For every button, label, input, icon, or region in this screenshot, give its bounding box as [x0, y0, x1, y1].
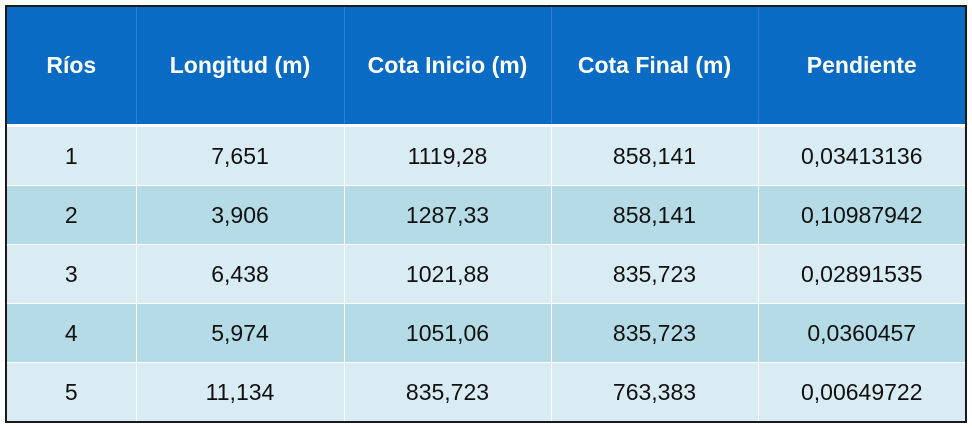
- cell-rio: 4: [7, 303, 136, 363]
- table-header: Ríos Longitud (m) Cota Inicio (m) Cota F…: [7, 7, 965, 127]
- cell-longitud: 5,974: [135, 303, 344, 363]
- cell-pendiente: 0,10987942: [757, 185, 965, 245]
- cell-longitud: 11,134: [135, 362, 344, 421]
- cell-rio: 5: [7, 362, 136, 421]
- cell-pendiente: 0,0360457: [757, 303, 965, 363]
- cell-cota-inicio: 1051,06: [343, 303, 551, 363]
- header-pendiente: Pendiente: [757, 7, 965, 127]
- cell-rio: 2: [7, 185, 136, 245]
- data-table-container: Ríos Longitud (m) Cota Inicio (m) Cota F…: [5, 5, 967, 423]
- cell-cota-inicio: 835,723: [343, 362, 551, 421]
- cell-cota-final: 858,141: [550, 185, 758, 245]
- header-cota-inicio: Cota Inicio (m): [343, 7, 551, 127]
- rivers-table: Ríos Longitud (m) Cota Inicio (m) Cota F…: [7, 7, 965, 421]
- cell-rio: 1: [7, 125, 136, 186]
- cell-cota-final: 858,141: [550, 125, 758, 186]
- cell-rio: 3: [7, 244, 136, 304]
- cell-longitud: 3,906: [135, 185, 344, 245]
- cell-cota-final: 835,723: [550, 303, 758, 363]
- header-longitud: Longitud (m): [135, 7, 344, 127]
- cell-pendiente: 0,00649722: [757, 362, 965, 421]
- header-rios: Ríos: [7, 7, 136, 127]
- header-cota-final: Cota Final (m): [550, 7, 758, 127]
- header-row: Ríos Longitud (m) Cota Inicio (m) Cota F…: [7, 7, 965, 127]
- cell-longitud: 6,438: [135, 244, 344, 304]
- cell-pendiente: 0,03413136: [757, 125, 965, 186]
- table-row: 5 11,134 835,723 763,383 0,00649722: [7, 362, 965, 421]
- cell-cota-inicio: 1021,88: [343, 244, 551, 304]
- cell-longitud: 7,651: [135, 125, 344, 186]
- table-row: 1 7,651 1119,28 858,141 0,03413136: [7, 125, 965, 186]
- table-body: 1 7,651 1119,28 858,141 0,03413136 2 3,9…: [7, 125, 965, 421]
- cell-cota-final: 763,383: [550, 362, 758, 421]
- cell-cota-inicio: 1287,33: [343, 185, 551, 245]
- table-row: 4 5,974 1051,06 835,723 0,0360457: [7, 303, 965, 363]
- table-row: 2 3,906 1287,33 858,141 0,10987942: [7, 185, 965, 245]
- cell-cota-final: 835,723: [550, 244, 758, 304]
- table-row: 3 6,438 1021,88 835,723 0,02891535: [7, 244, 965, 304]
- cell-pendiente: 0,02891535: [757, 244, 965, 304]
- cell-cota-inicio: 1119,28: [343, 125, 551, 186]
